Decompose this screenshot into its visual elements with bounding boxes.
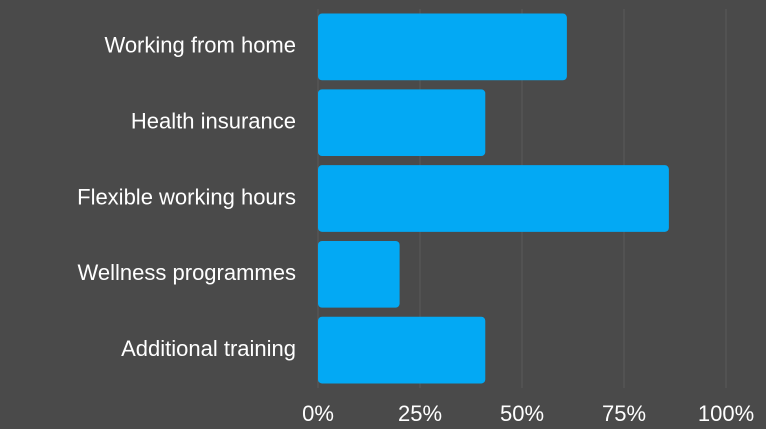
category-label: Wellness programmes bbox=[78, 260, 296, 285]
x-tick-label: 75% bbox=[602, 401, 646, 426]
x-tick-label: 25% bbox=[398, 401, 442, 426]
bar bbox=[318, 165, 669, 232]
x-tick-label: 100% bbox=[698, 401, 754, 426]
x-tick-label: 50% bbox=[500, 401, 544, 426]
category-label: Flexible working hours bbox=[77, 184, 296, 209]
bar bbox=[318, 89, 486, 157]
category-label: Additional training bbox=[121, 336, 296, 361]
bar bbox=[318, 316, 486, 384]
category-label: Health insurance bbox=[131, 109, 296, 134]
category-label: Working from home bbox=[104, 33, 296, 58]
bar bbox=[318, 13, 567, 81]
bar bbox=[318, 240, 400, 308]
x-tick-label: 0% bbox=[302, 401, 334, 426]
